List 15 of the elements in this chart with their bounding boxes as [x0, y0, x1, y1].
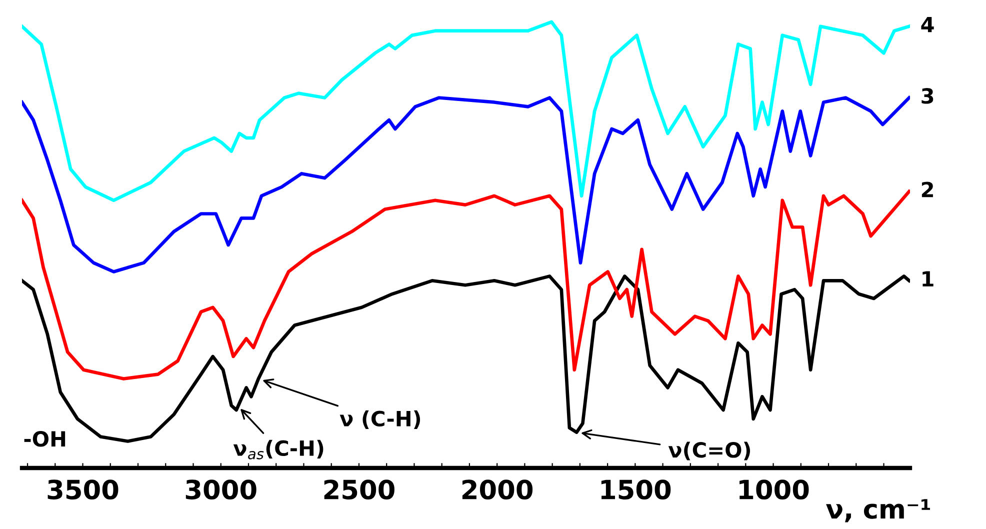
- x-tick-label: 1000: [740, 480, 809, 500]
- series-label: 4: [921, 16, 934, 32]
- series-label: 2: [922, 182, 933, 198]
- x-tick-label: 3500: [48, 480, 118, 500]
- x-tick-label: 1500: [601, 480, 671, 500]
- annotation: ν (C-H): [340, 410, 420, 429]
- x-tick-label: 2500: [324, 480, 394, 500]
- annotation: -OH: [24, 430, 66, 447]
- annotation: ν(C=O): [668, 442, 750, 460]
- x-tick-label: 2000: [462, 480, 533, 500]
- x-axis-title: ν, cm⁻¹: [826, 499, 930, 522]
- x-tick-label: 3000: [186, 480, 256, 500]
- series-label: 1: [922, 271, 934, 286]
- annotation: ν$_{as}$(C-H): [233, 440, 324, 460]
- series-label: 3: [922, 88, 934, 104]
